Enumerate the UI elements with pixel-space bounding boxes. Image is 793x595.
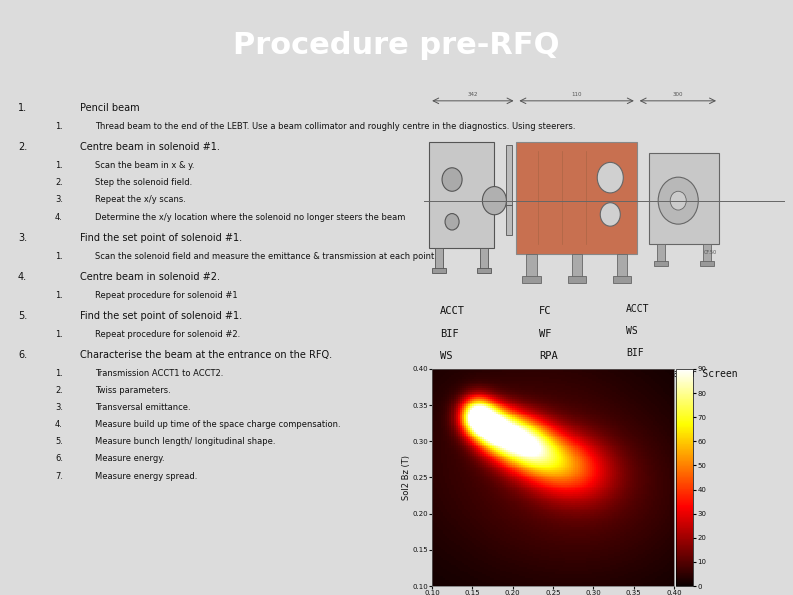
Text: 4.: 4. (55, 212, 63, 221)
Circle shape (445, 214, 459, 230)
Text: 2.: 2. (55, 386, 63, 395)
Bar (613, 276, 630, 283)
Text: 342: 342 (468, 92, 478, 98)
Text: WF: WF (539, 328, 552, 339)
Bar (523, 276, 541, 283)
Bar (516, 142, 637, 253)
Text: Repeat the x/y scans.: Repeat the x/y scans. (95, 196, 186, 205)
Circle shape (658, 177, 699, 224)
Circle shape (442, 168, 462, 191)
Text: 6.: 6. (55, 455, 63, 464)
Circle shape (597, 162, 623, 193)
Text: 7.: 7. (55, 471, 63, 481)
Text: Characterise the beam at the entrance on the RFQ.: Characterise the beam at the entrance on… (80, 350, 332, 360)
Text: Repeat procedure for solenoid #1: Repeat procedure for solenoid #1 (95, 291, 238, 300)
Text: ACCT: ACCT (626, 305, 649, 314)
Bar (507, 145, 512, 205)
Text: 2.: 2. (18, 142, 27, 152)
Text: 4.: 4. (55, 420, 63, 430)
Text: WS: WS (440, 351, 453, 361)
Text: 4.: 4. (18, 272, 27, 282)
Bar (507, 205, 512, 235)
Text: 1.: 1. (55, 122, 63, 131)
Text: RPA: RPA (539, 351, 558, 361)
Text: Step the solenoid field.: Step the solenoid field. (95, 178, 192, 187)
Text: Determine the x/y location where the solenoid no longer steers the beam: Determine the x/y location where the sol… (95, 212, 405, 221)
Bar (653, 261, 668, 267)
Text: Measure energy spread.: Measure energy spread. (95, 471, 197, 481)
Text: Twiss parameters.: Twiss parameters. (95, 386, 170, 395)
Bar (657, 244, 665, 262)
Circle shape (482, 187, 507, 215)
Bar (572, 253, 581, 277)
Text: Transversal emittance.: Transversal emittance. (95, 403, 190, 412)
Text: BIF: BIF (440, 328, 459, 339)
Text: Find the set point of solenoid #1.: Find the set point of solenoid #1. (80, 311, 242, 321)
Bar (477, 268, 492, 274)
Text: 5.: 5. (55, 437, 63, 446)
Text: BIF: BIF (626, 347, 643, 358)
Text: Thread beam to the end of the LEBT. Use a beam collimator and roughly centre in : Thread beam to the end of the LEBT. Use … (95, 122, 576, 131)
Text: 5.: 5. (18, 311, 27, 321)
Text: 3.: 3. (55, 403, 63, 412)
Text: Centre beam in solenoid #2.: Centre beam in solenoid #2. (80, 272, 220, 282)
Text: 1.: 1. (55, 369, 63, 378)
Text: Scintillator Screen: Scintillator Screen (626, 369, 737, 379)
Text: 110: 110 (571, 92, 582, 98)
Bar (432, 268, 446, 274)
Text: Measure energy.: Measure energy. (95, 455, 165, 464)
Bar (617, 253, 626, 277)
Text: Scan the solenoid field and measure the emittance & transmission at each point.: Scan the solenoid field and measure the … (95, 252, 437, 261)
Text: WS: WS (626, 326, 638, 336)
Bar (527, 253, 537, 277)
Text: 1.: 1. (55, 161, 63, 170)
Text: FC: FC (539, 306, 552, 316)
Text: 2.: 2. (55, 178, 63, 187)
Bar (435, 248, 443, 269)
Circle shape (670, 191, 686, 210)
Bar (703, 244, 711, 262)
Text: 3.: 3. (55, 196, 63, 205)
Bar (700, 261, 714, 267)
Text: Measure bunch length/ longitudinal shape.: Measure bunch length/ longitudinal shape… (95, 437, 275, 446)
Text: Procedure pre-RFQ: Procedure pre-RFQ (233, 32, 560, 60)
Text: 3.: 3. (18, 233, 27, 243)
Text: Transmission ACCT1 to ACCT2.: Transmission ACCT1 to ACCT2. (95, 369, 224, 378)
Text: Centre beam in solenoid #1.: Centre beam in solenoid #1. (80, 142, 220, 152)
Text: 1.: 1. (55, 291, 63, 300)
Bar (429, 142, 494, 248)
Bar (568, 276, 585, 283)
Bar (649, 152, 719, 244)
Text: Repeat procedure for solenoid #2.: Repeat procedure for solenoid #2. (95, 330, 240, 339)
Text: ACCT: ACCT (440, 306, 465, 316)
Text: EMU: EMU (626, 391, 643, 401)
Text: CF.50: CF.50 (704, 250, 717, 255)
Text: 1.: 1. (55, 252, 63, 261)
Text: 300: 300 (672, 92, 683, 98)
Text: 6.: 6. (18, 350, 27, 360)
Text: Scan the beam in x & y.: Scan the beam in x & y. (95, 161, 194, 170)
Text: 1.: 1. (18, 103, 27, 113)
Text: 1.: 1. (55, 330, 63, 339)
Text: Find the set point of solenoid #1.: Find the set point of solenoid #1. (80, 233, 242, 243)
Y-axis label: Sol2 Bz (T): Sol2 Bz (T) (402, 455, 411, 500)
Circle shape (600, 203, 620, 226)
Text: Pencil beam: Pencil beam (80, 103, 140, 113)
Bar (481, 248, 488, 269)
Text: Measure build up time of the space charge compensation.: Measure build up time of the space charg… (95, 420, 341, 430)
